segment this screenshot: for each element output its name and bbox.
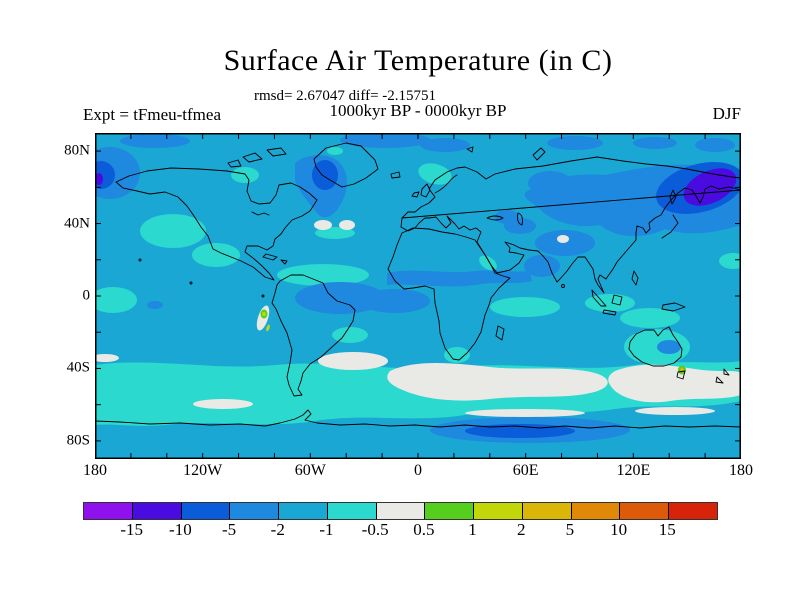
- colorbar-segment: [669, 503, 717, 519]
- colorbar-segment: [376, 503, 426, 519]
- map-frame: [95, 133, 741, 459]
- colorbar: [83, 502, 718, 520]
- x-axis-tick-label: 120E: [616, 462, 651, 479]
- colorbar-level-label: -10: [169, 520, 192, 539]
- colorbar-level-label: 15: [658, 520, 676, 539]
- y-axis-tick-label: 0: [82, 287, 91, 304]
- y-axis-tick-label: 40N: [64, 215, 90, 232]
- colorbar-level-label: -15: [120, 520, 144, 539]
- colorbar-segment: [84, 503, 133, 519]
- period-line: 1000kyr BP - 0000kyr BP: [329, 101, 507, 120]
- season-label: DJF: [712, 104, 741, 123]
- colorbar-level-label: -2: [270, 520, 285, 539]
- y-axis-tick-label: 80N: [64, 142, 90, 159]
- y-axis-tick-label: 40S: [66, 359, 90, 376]
- colorbar-segment: [474, 503, 523, 519]
- colorbar-segment: [620, 503, 670, 519]
- colorbar-segment: [522, 503, 572, 519]
- colorbar-level-label: 1: [468, 520, 477, 539]
- colorbar-segment: [571, 503, 621, 519]
- x-axis-tick-label: 60W: [294, 462, 326, 479]
- colorbar-segment: [181, 503, 231, 519]
- colorbar-level-label: 10: [610, 520, 628, 539]
- x-axis-tick-label: 60E: [512, 462, 539, 479]
- colorbar-segment: [230, 503, 280, 519]
- y-axis-tick-label: 80S: [66, 432, 90, 449]
- x-axis-tick-label: 120W: [183, 462, 223, 479]
- world-map: [95, 133, 741, 459]
- colorbar-segment: [279, 503, 328, 519]
- colorbar-level-label: 0.5: [413, 520, 435, 539]
- colorbar-segment: [132, 503, 182, 519]
- colorbar-segment: [425, 503, 475, 519]
- x-axis-tick-label: 180: [83, 462, 107, 479]
- colorbar-level-label: -0.5: [361, 520, 389, 539]
- colorbar-level-label: 2: [516, 520, 526, 539]
- colorbar-level-label: -1: [319, 520, 334, 539]
- colorbar-segment: [327, 503, 377, 519]
- x-axis-tick-label: 180: [729, 462, 753, 479]
- stats-line: rmsd= 2.67047 diff= -2.15751: [253, 88, 437, 104]
- coastlines: [95, 142, 741, 429]
- colorbar-level-label: 5: [565, 520, 575, 539]
- x-axis-tick-label: 0: [414, 462, 422, 479]
- contour-field: [95, 133, 741, 459]
- experiment-label: Expt = tFmeu-tfmea: [83, 105, 222, 124]
- figure-title: Surface Air Temperature (in C): [223, 44, 613, 77]
- colorbar-level-label: -5: [221, 520, 237, 539]
